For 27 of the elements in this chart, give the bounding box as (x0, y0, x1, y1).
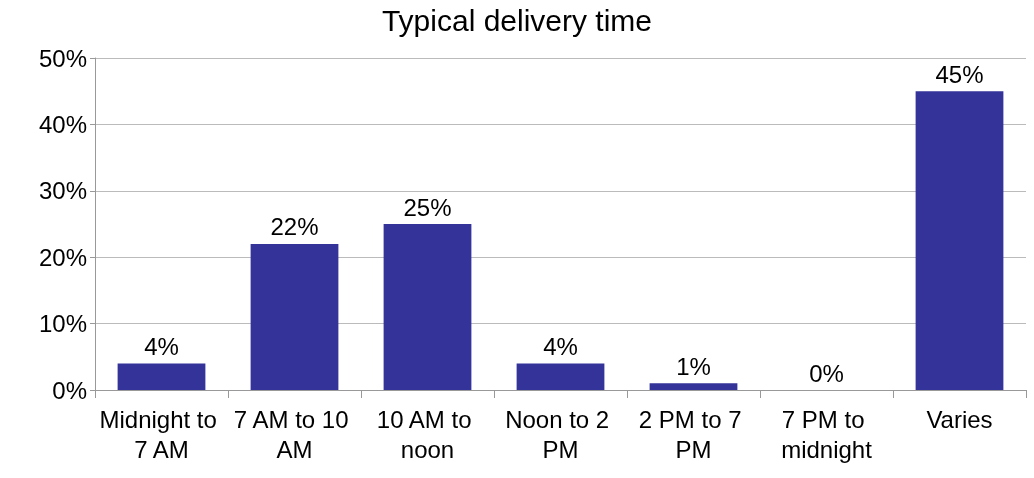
bar (915, 91, 1004, 390)
y-tick-label: 30% (38, 177, 87, 205)
x-tick-label: Varies (926, 405, 993, 433)
x-tick-label: Midnight to 7 AM (99, 405, 224, 463)
data-label: 1% (676, 352, 711, 380)
bar (649, 383, 738, 390)
y-tick-label: 20% (38, 243, 87, 271)
x-tick-label: 7 PM to midnight (781, 405, 873, 463)
x-tick-label: Noon to 2 PM (505, 405, 616, 463)
x-tick-label: 10 AM to noon (376, 405, 479, 463)
bar (117, 363, 206, 390)
bar (516, 363, 605, 390)
x-tick-label: 7 AM to 10 AM (233, 405, 356, 463)
bar (250, 243, 339, 390)
data-label: 4% (144, 332, 179, 360)
y-tick-label: 10% (38, 310, 87, 338)
bar (383, 224, 472, 390)
data-label: 25% (403, 193, 452, 221)
data-label: 45% (935, 60, 984, 88)
y-tick-label: 0% (52, 376, 87, 404)
y-tick-label: 50% (38, 44, 87, 72)
data-label: 0% (809, 359, 844, 387)
data-label: 22% (270, 213, 319, 241)
data-label: 4% (543, 332, 578, 360)
chart-title: Typical delivery time (381, 3, 653, 37)
y-tick-label: 40% (38, 110, 87, 138)
x-tick-label: 2 PM to 7 PM (638, 405, 749, 463)
